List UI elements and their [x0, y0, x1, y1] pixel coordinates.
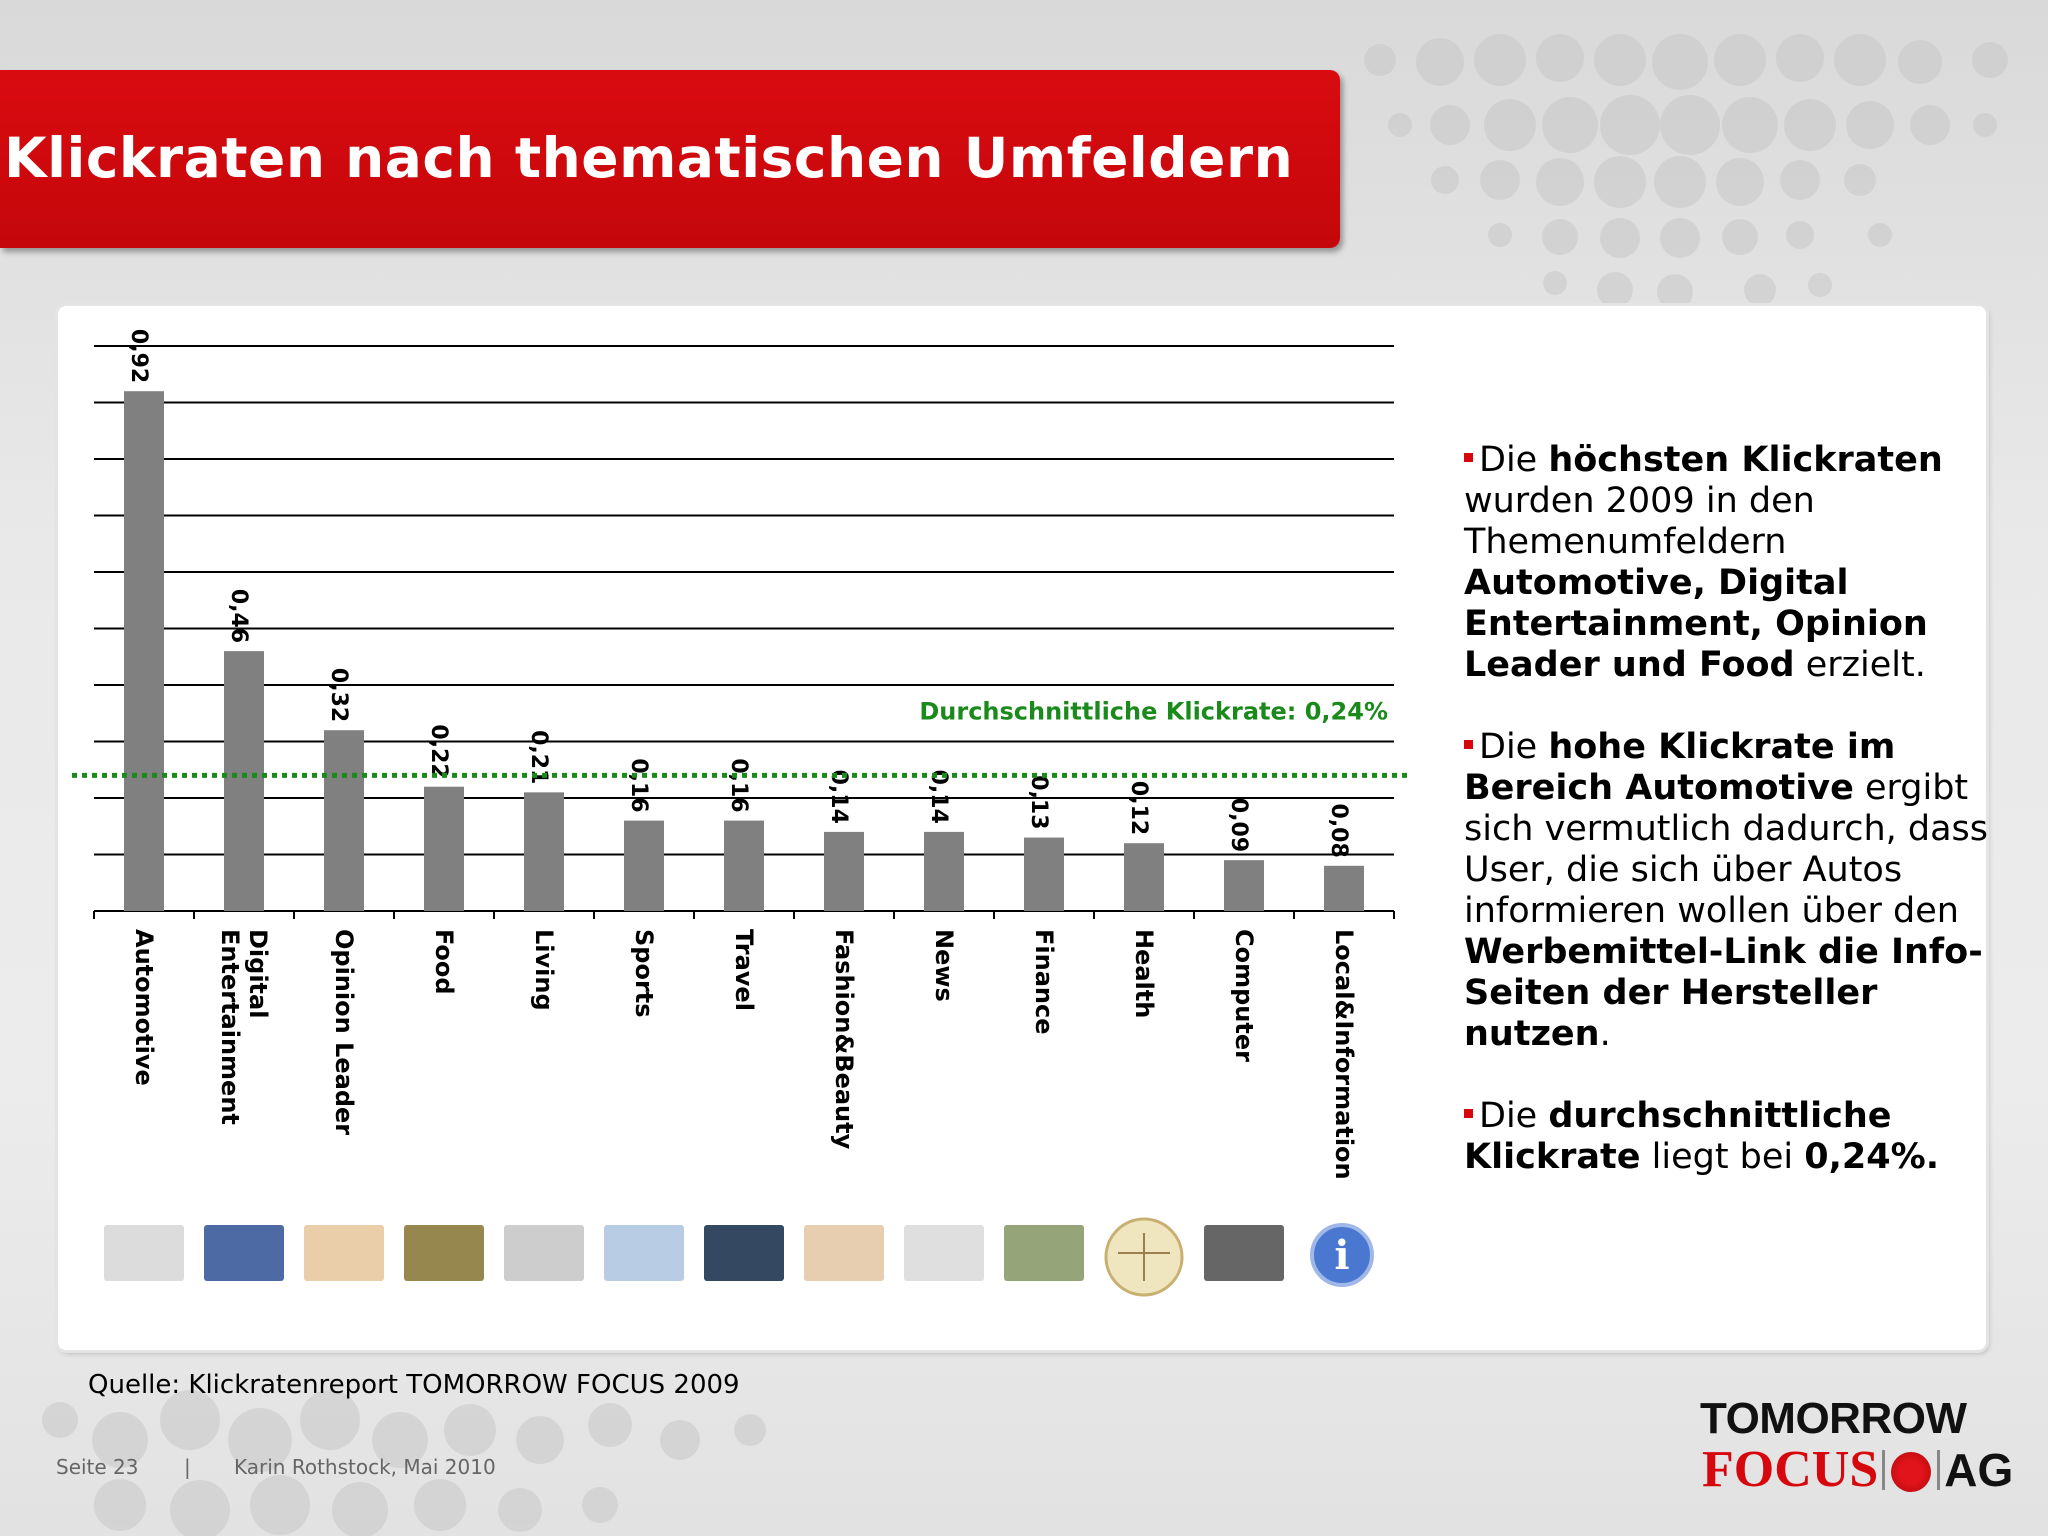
footer-page-number: Seite 23 [56, 1455, 139, 1479]
bar [824, 831, 864, 911]
car-icon [104, 1225, 184, 1281]
bullet-text: erzielt. [1794, 645, 1926, 685]
bar-value-label: 0,21 [526, 730, 551, 784]
bar [424, 786, 464, 911]
category-label: Digital [244, 929, 272, 1018]
logo-tomorrow: TOMORROW [1700, 1394, 1967, 1443]
fitness-icon [604, 1225, 684, 1281]
info-icon-glyph: i [1334, 1232, 1349, 1279]
person-laptop-icon [304, 1225, 384, 1281]
bar [124, 391, 164, 911]
bullet-bold-text: Automotive, Digital Entertainment, Opini… [1464, 563, 1928, 685]
category-label: News [930, 929, 958, 1002]
bullet-item: Die höchsten Klickraten wurden 2009 in d… [1464, 440, 1994, 686]
bar [524, 792, 564, 911]
laptop-icon [1204, 1225, 1284, 1281]
bar [324, 730, 364, 911]
bar-value-label: 0,22 [426, 724, 451, 778]
bar-value-label: 0,08 [1326, 804, 1351, 858]
bullet-text: ergibt sich vermutlich dadurch, dass Use… [1464, 768, 1989, 931]
logo-focus-ag: FOCUS AG [1702, 1440, 2013, 1499]
logo-separator-2 [1937, 1450, 1941, 1490]
bullet-text: Die [1479, 1096, 1549, 1136]
category-label: Health [1130, 929, 1158, 1018]
bar-value-label: 0,12 [1126, 781, 1151, 835]
bullet-square-icon [1464, 739, 1473, 749]
chart-panel [58, 306, 1986, 1350]
bar [624, 820, 664, 911]
bar-value-label: 0,16 [626, 758, 651, 812]
bullet-list: Die höchsten Klickraten wurden 2009 in d… [1464, 440, 1994, 1219]
bar-value-label: 0,13 [1026, 775, 1051, 829]
title-bar [0, 70, 1340, 248]
bullet-bold-text: Werbemittel-Link die Info-Seiten der Her… [1464, 932, 1983, 1054]
spa-icon [804, 1225, 884, 1281]
logo-sun-icon [1891, 1452, 1932, 1492]
bar [924, 831, 964, 911]
bar-value-label: 0,14 [826, 770, 851, 824]
source-note: Quelle: Klickratenreport TOMORROW FOCUS … [88, 1370, 740, 1400]
bullet-item: Die hohe Klickrate im Bereich Automotive… [1464, 727, 1994, 1055]
category-label: Local&Information [1330, 929, 1358, 1180]
bullet-text: Die [1479, 440, 1549, 480]
money-icon [1004, 1225, 1084, 1281]
bar-value-label: 0,46 [226, 589, 251, 643]
bar-value-label: 0,92 [126, 329, 151, 383]
category-label: Computer [1230, 929, 1258, 1062]
bullet-text: Die [1479, 727, 1549, 767]
bar-value-label: 0,16 [726, 758, 751, 812]
food-icon [404, 1225, 484, 1281]
category-label: Sports [630, 929, 658, 1018]
bar [724, 820, 764, 911]
bar [1324, 865, 1364, 911]
bullet-square-icon [1464, 1108, 1473, 1118]
bar-value-label: 0,32 [326, 668, 351, 722]
bullet-text: . [1599, 1014, 1611, 1054]
bullet-text: wurden 2009 in den Themenumfeldern [1464, 481, 1815, 562]
bullet-bold-text: durchschnittliche Klickrate [1464, 1096, 1892, 1177]
category-label: Travel [730, 929, 758, 1011]
logo-focus-text: FOCUS [1702, 1441, 1879, 1498]
category-label: Opinion Leader [330, 929, 358, 1135]
bar [1124, 843, 1164, 911]
bar-value-label: 0,14 [926, 770, 951, 824]
bullet-bold-text: hohe Klickrate im Bereich Automotive [1464, 727, 1896, 808]
info-icon [1310, 1223, 1374, 1287]
tv-icon [204, 1225, 284, 1281]
bullet-text: liegt bei [1640, 1137, 1805, 1177]
category-label: Living [530, 929, 558, 1011]
page-title: Klickraten nach thematischen Umfeldern [4, 126, 1294, 190]
bar [1024, 837, 1064, 911]
footer-author: Karin Rothstock, Mai 2010 [234, 1455, 496, 1479]
footer-separator: | [184, 1455, 191, 1479]
bar-value-label: 0,09 [1226, 798, 1251, 852]
average-line-label: Durchschnittliche Klickrate: 0,24% [919, 697, 1388, 725]
category-label: Entertainment [216, 929, 244, 1125]
category-label: Automotive [130, 929, 158, 1086]
category-label: Fashion&Beauty [830, 929, 858, 1150]
bullet-item: Die durchschnittliche Klickrate liegt be… [1464, 1096, 1994, 1178]
logo-separator [1882, 1450, 1886, 1490]
living-room-icon [504, 1225, 584, 1281]
bar [224, 651, 264, 911]
logo-ag-text: AG [1944, 1444, 2014, 1496]
bullet-bold-text: 0,24%. [1804, 1137, 1940, 1177]
beach-sunset-icon [704, 1225, 784, 1281]
newspaper-icon [904, 1225, 984, 1281]
category-label: Food [430, 929, 458, 995]
bar [1224, 860, 1264, 911]
bullet-square-icon [1464, 452, 1473, 462]
bullet-bold-text: höchsten Klickraten [1548, 440, 1943, 480]
category-label: Finance [1030, 929, 1058, 1035]
